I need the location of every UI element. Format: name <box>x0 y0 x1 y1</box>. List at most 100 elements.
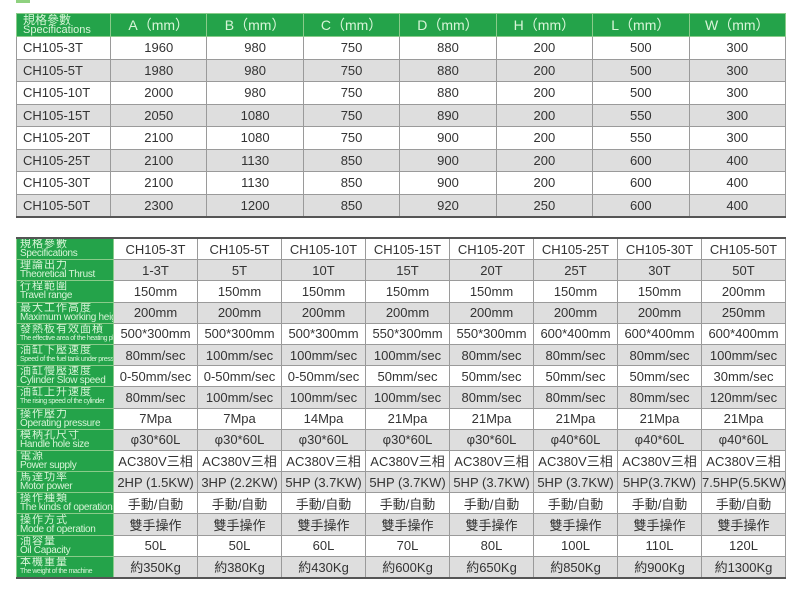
value-cell: 200mm <box>701 280 786 303</box>
value-cell: 150mm <box>449 280 534 303</box>
value-cell: 500*300mm <box>113 322 198 345</box>
row-label-zh: 行程範圍 <box>20 280 68 293</box>
row-label: 發熱板有效面積 The effective area of the heating… <box>16 322 114 345</box>
value-cell: CH105-15T <box>365 237 450 261</box>
column-header: W（mm） <box>688 13 787 37</box>
value-cell: 750 <box>302 36 401 60</box>
table-row: CH105-10T 2000 980 750 880 200 500 300 <box>16 81 787 105</box>
value-cell: 200mm <box>533 301 618 324</box>
value-cell: 200mm <box>113 301 198 324</box>
table-row: CH105-25T 2100 1130 850 900 200 600 400 <box>16 148 787 172</box>
value-cell: 100mm/sec <box>197 343 282 367</box>
value-cell: 7Mpa <box>197 407 282 430</box>
row-label: 油缸下壓速度 Speed of the fuel tank under press… <box>16 343 114 367</box>
value-cell: 550*300mm <box>365 322 450 345</box>
value-cell: 2100 <box>109 148 208 172</box>
value-cell: 300 <box>688 58 787 82</box>
row-label-en: Maximum working height <box>20 311 113 323</box>
column-header: B（mm） <box>206 13 304 37</box>
value-cell: 3HP (2.2KW) <box>197 471 282 494</box>
value-cell: 890 <box>399 103 497 127</box>
value-cell: 880 <box>399 81 497 105</box>
spec-header-cell: 規格參數 Specifications <box>16 13 111 37</box>
value-cell: 500*300mm <box>281 322 366 345</box>
value-cell: 手動/自動 <box>113 492 198 515</box>
value-cell: φ30*60L <box>365 428 450 451</box>
value-cell: 50L <box>113 534 198 557</box>
value-cell: 100mm/sec <box>701 343 786 367</box>
value-cell: 25T <box>533 259 618 282</box>
row-label-zh: 馬達功率 <box>20 471 68 484</box>
value-cell: 手動/自動 <box>281 492 366 515</box>
table-row: 模柄孔尺寸 Handle hole size φ30*60L φ30*60L φ30*6… <box>16 428 786 451</box>
value-cell: 21Mpa <box>533 407 618 430</box>
value-cell: 約850Kg <box>533 555 618 579</box>
value-cell: 150mm <box>617 280 702 303</box>
value-cell: 7.5HP(5.5KW) <box>701 471 786 494</box>
value-cell: 100mm/sec <box>281 343 366 367</box>
value-cell: 600 <box>592 148 690 172</box>
value-cell: 500 <box>592 58 690 82</box>
value-cell: 600*400mm <box>701 322 786 345</box>
spec-label-en: Specifications <box>23 24 91 36</box>
value-cell: 80L <box>449 534 534 557</box>
value-cell: 980 <box>206 36 304 60</box>
value-cell: 雙手操作 <box>617 513 702 536</box>
value-cell: 80mm/sec <box>533 386 618 409</box>
value-cell: φ30*60L <box>113 428 198 451</box>
spec-label-zh: 規格參數 <box>23 13 72 27</box>
row-label-zh: 最大工作高度 <box>20 302 92 314</box>
row-label-en: Oil Capacity <box>20 544 71 556</box>
row-label-en: The rising speed of the cylinder <box>20 398 105 406</box>
value-cell: 約430Kg <box>281 555 366 579</box>
value-cell: AC380V三相 <box>113 449 198 473</box>
row-label: 電源 Power supply <box>16 449 114 473</box>
value-cell: 雙手操作 <box>197 513 282 536</box>
value-cell: 400 <box>688 193 787 218</box>
value-cell: 雙手操作 <box>701 513 786 536</box>
table-row: CH105-5T 1980 980 750 880 200 500 300 <box>16 58 787 82</box>
value-cell: 1980 <box>109 58 208 82</box>
row-label-en: Theoretical Thrust <box>20 269 96 281</box>
value-cell: 850 <box>302 193 401 218</box>
value-cell: 400 <box>688 148 787 172</box>
value-cell: 750 <box>302 103 401 127</box>
value-cell: 80mm/sec <box>449 343 534 367</box>
value-cell: 2HP (1.5KW) <box>113 471 198 494</box>
value-cell: 手動/自動 <box>365 492 450 515</box>
value-cell: 100mm/sec <box>281 386 366 409</box>
column-header: C（mm） <box>302 13 401 37</box>
value-cell: CH105-30T <box>617 237 702 261</box>
value-cell: 150mm <box>533 280 618 303</box>
value-cell: 500*300mm <box>197 322 282 345</box>
row-label: 油容量 Oil Capacity <box>16 534 114 557</box>
value-cell: 約650Kg <box>449 555 534 579</box>
value-cell: 150mm <box>365 280 450 303</box>
row-label-zh: 操作種類 <box>20 492 68 505</box>
table-row: CH105-20T 2100 1080 750 900 200 550 300 <box>16 126 787 150</box>
value-cell: 750 <box>302 126 401 150</box>
value-cell: 5HP (3.7KW) <box>449 471 534 494</box>
value-cell: 110L <box>617 534 702 557</box>
value-cell: 200mm <box>197 301 282 324</box>
value-cell: φ30*60L <box>449 428 534 451</box>
value-cell: 50mm/sec <box>449 365 534 388</box>
value-cell: 150mm <box>197 280 282 303</box>
value-cell: 0-50mm/sec <box>113 365 198 388</box>
value-cell: φ40*60L <box>617 428 702 451</box>
row-label-en: Motor power <box>20 481 73 493</box>
value-cell: 50T <box>701 259 786 282</box>
value-cell: 900 <box>399 126 497 150</box>
value-cell: CH105-25T <box>533 237 618 261</box>
value-cell: 880 <box>399 36 497 60</box>
row-label-en: Operating pressure <box>20 417 101 429</box>
model-cell: CH105-15T <box>16 103 111 127</box>
value-cell: AC380V三相 <box>701 449 786 473</box>
value-cell: 100mm/sec <box>365 343 450 367</box>
value-cell: 30mm/sec <box>701 365 786 388</box>
value-cell: 920 <box>399 193 497 218</box>
row-label-en: Speed of the fuel tank under pressure <box>20 356 114 364</box>
value-cell: CH105-10T <box>281 237 366 261</box>
value-cell: CH105-5T <box>197 237 282 261</box>
